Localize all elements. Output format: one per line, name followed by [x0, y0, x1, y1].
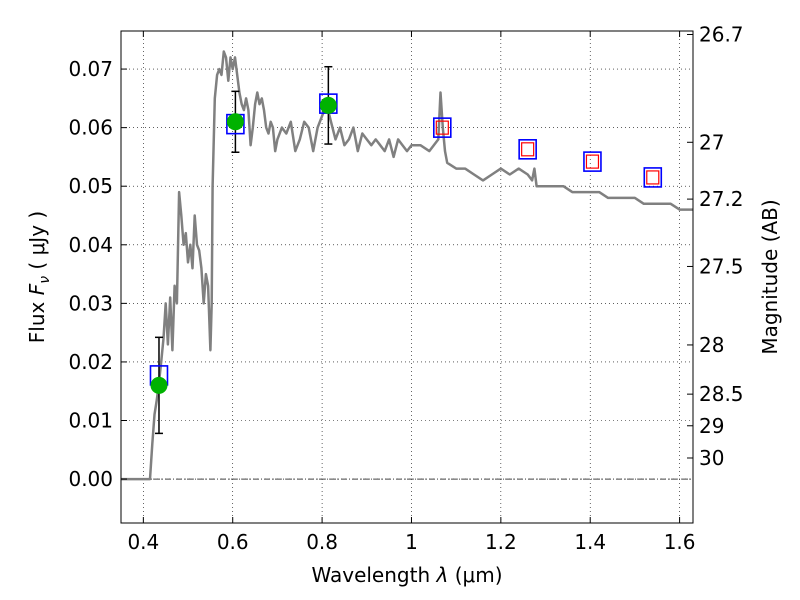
right-tick-label: 26.7 — [699, 23, 744, 47]
x-tick-label: 0.8 — [306, 530, 338, 554]
model-photometry-inner — [646, 170, 660, 185]
y-tick-label: 0.07 — [68, 57, 113, 81]
model-photometry-inner — [521, 142, 535, 157]
right-tick-label: 27 — [699, 130, 724, 154]
model-photometry-inner — [585, 154, 600, 169]
x-tick-label: 1.6 — [664, 530, 696, 554]
right-tick-label: 30 — [699, 446, 724, 470]
model-photometry-point — [643, 167, 663, 188]
data-layer — [121, 50, 693, 481]
plot-frame — [120, 30, 694, 524]
right-tick-label: 29 — [699, 414, 724, 438]
x-tick-label: 0.6 — [217, 530, 249, 554]
y-tick-label: 0.05 — [68, 174, 113, 198]
observed-point — [319, 96, 337, 114]
right-tick-label: 28 — [699, 333, 724, 357]
x-tick-label: 0.4 — [127, 530, 159, 554]
model-photometry-point — [433, 117, 452, 138]
sed-model-line — [121, 50, 693, 481]
right-tick-label: 27.5 — [699, 254, 744, 278]
model-photometry-point — [518, 139, 537, 160]
right-tick-label: 28.5 — [699, 382, 744, 406]
x-tick-label: 1.2 — [485, 530, 517, 554]
y-tick-label: 0.04 — [68, 233, 113, 257]
right-axis-label: Magnitude (AB) — [758, 199, 782, 354]
model-photometry-inner — [435, 120, 449, 135]
x-tick-label: 1 — [405, 530, 418, 554]
observed-point — [150, 376, 168, 394]
observed-point — [226, 113, 244, 131]
x-tick-label: 1.4 — [574, 530, 606, 554]
y-axis-label: Flux Fν ( μJy ) — [25, 211, 53, 343]
y-tick-label: 0.03 — [68, 291, 113, 315]
model-photometry-point — [583, 151, 602, 172]
y-tick-label: 0.00 — [68, 467, 113, 491]
x-axis-label: Wavelength λ (μm) — [311, 563, 502, 587]
right-tick-label: 27.2 — [699, 187, 744, 211]
y-tick-label: 0.06 — [68, 116, 113, 140]
axis-ticks: 0.4 0.6 0.8 1 1.2 1.4 1.6 0.00 0.01 0.02 0.03 0.04 0… — [68, 23, 743, 554]
y-tick-label: 0.02 — [68, 350, 113, 374]
y-tick-label: 0.01 — [68, 409, 113, 433]
